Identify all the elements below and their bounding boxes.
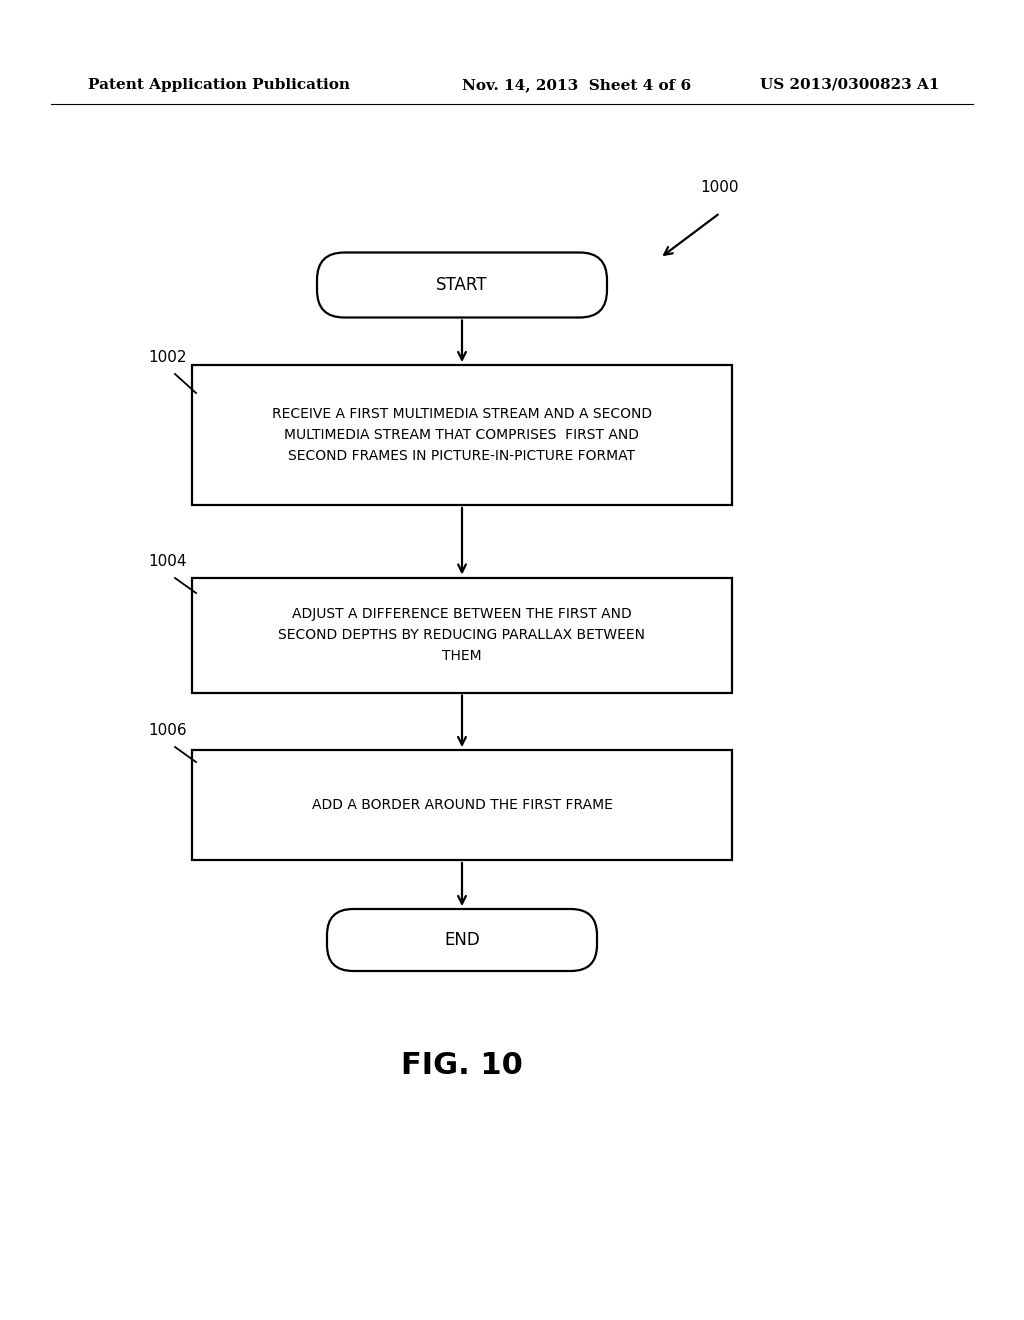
Text: Nov. 14, 2013  Sheet 4 of 6: Nov. 14, 2013 Sheet 4 of 6 xyxy=(462,78,691,92)
Bar xyxy=(193,366,732,506)
Text: 1004: 1004 xyxy=(148,554,186,569)
Text: US 2013/0300823 A1: US 2013/0300823 A1 xyxy=(760,78,939,92)
Text: Patent Application Publication: Patent Application Publication xyxy=(88,78,350,92)
Text: ADD A BORDER AROUND THE FIRST FRAME: ADD A BORDER AROUND THE FIRST FRAME xyxy=(311,799,612,812)
Bar xyxy=(193,578,732,693)
Text: 1000: 1000 xyxy=(700,180,738,195)
Text: 1002: 1002 xyxy=(148,350,186,366)
Bar xyxy=(193,750,732,861)
FancyBboxPatch shape xyxy=(327,909,597,972)
Text: ADJUST A DIFFERENCE BETWEEN THE FIRST AND
SECOND DEPTHS BY REDUCING PARALLAX BET: ADJUST A DIFFERENCE BETWEEN THE FIRST AN… xyxy=(279,607,645,663)
Text: END: END xyxy=(444,931,480,949)
Text: 1006: 1006 xyxy=(148,723,186,738)
Text: START: START xyxy=(436,276,487,294)
Text: FIG. 10: FIG. 10 xyxy=(401,1051,523,1080)
FancyBboxPatch shape xyxy=(317,252,607,318)
Text: RECEIVE A FIRST MULTIMEDIA STREAM AND A SECOND
MULTIMEDIA STREAM THAT COMPRISES : RECEIVE A FIRST MULTIMEDIA STREAM AND A … xyxy=(272,408,652,462)
